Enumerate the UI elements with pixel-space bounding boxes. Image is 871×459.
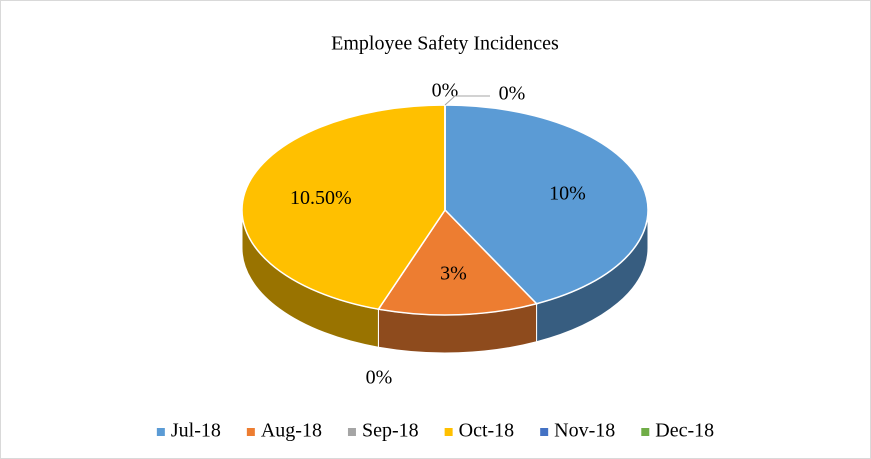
legend-swatch: [444, 428, 453, 436]
data-label: 0%: [366, 367, 393, 389]
legend-label: Aug-18: [261, 420, 322, 442]
legend: Jul-18 Aug-18 Sep-18 Oct-18 Nov-18 Dec-18: [156, 420, 714, 442]
legend-label: Nov-18: [554, 420, 615, 442]
legend-swatch: [156, 428, 165, 436]
legend-label: Dec-18: [655, 420, 714, 442]
data-label: 10.50%: [290, 187, 352, 209]
legend-swatch: [246, 428, 255, 436]
pie: 10% 3% 0% 10.50% 0% 0%: [241, 80, 649, 389]
chart-title: Employee Safety Incidences: [331, 33, 559, 55]
data-label: 0%: [499, 83, 526, 105]
legend-swatch: [540, 428, 549, 436]
leader-line: [444, 95, 490, 106]
legend-label: Oct-18: [459, 420, 515, 442]
data-label: 10%: [549, 183, 586, 205]
data-label: 3%: [440, 263, 467, 285]
slice: [241, 104, 446, 311]
legend-swatch: [641, 428, 650, 436]
slice: [377, 208, 538, 316]
legend-label: Jul-18: [171, 420, 221, 442]
legend-swatch: [347, 428, 356, 436]
data-label: 0%: [432, 80, 459, 102]
legend-label: Sep-18: [362, 420, 419, 442]
slice: [444, 104, 649, 305]
